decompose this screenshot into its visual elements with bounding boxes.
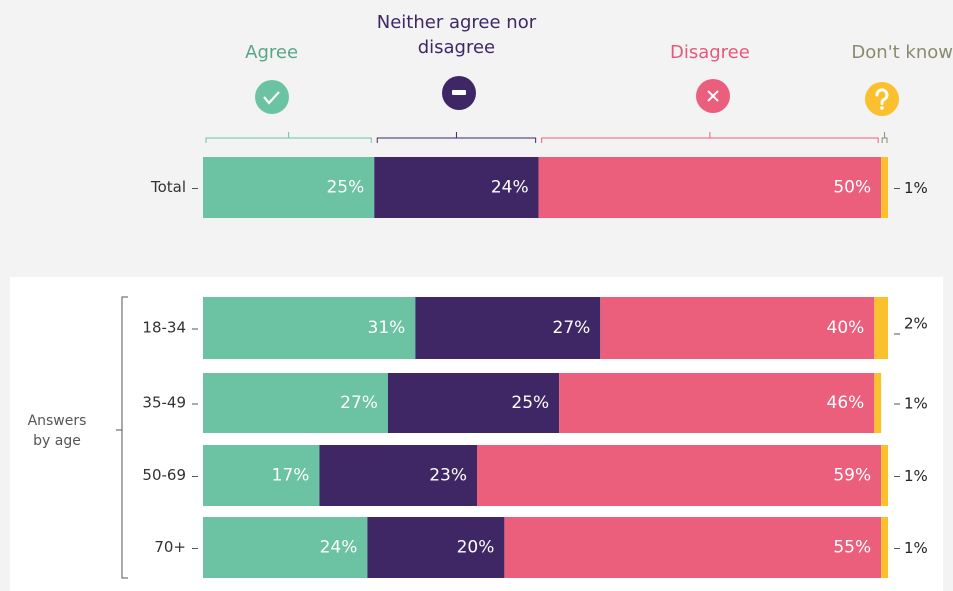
value-label: 59% [833, 466, 871, 486]
value-label: 2% [904, 315, 928, 333]
category-label: Total [150, 178, 186, 196]
bar-segment [203, 157, 375, 218]
bar-segment [374, 157, 539, 218]
bar-segment [881, 157, 888, 218]
value-label: 27% [553, 318, 591, 338]
value-label: 55% [833, 538, 871, 558]
value-label: 1% [904, 395, 928, 413]
value-label: 25% [326, 178, 364, 198]
series-header: Don't know [851, 42, 953, 63]
icon-dont-know [865, 82, 899, 116]
bar-segment [881, 517, 888, 578]
value-label: 1% [904, 179, 928, 197]
value-label: 24% [320, 538, 358, 558]
value-label: 50% [833, 178, 871, 198]
bar-segment [367, 517, 505, 578]
series-header: Neither agree nor disagree [376, 12, 537, 58]
bar-segment [504, 517, 882, 578]
bar-segment [881, 445, 888, 506]
value-label: 1% [904, 467, 928, 485]
icon-agree [255, 80, 289, 114]
category-label: 50-69 [142, 466, 186, 484]
value-label: 40% [827, 318, 865, 338]
icon-neither [442, 76, 476, 110]
value-label: 24% [491, 178, 529, 198]
header-bracket [881, 132, 888, 143]
category-label: 70+ [154, 538, 186, 556]
bar-segment [874, 373, 882, 433]
icon-disagree [696, 79, 730, 113]
bar-segment [477, 445, 882, 506]
value-label: 31% [368, 318, 406, 338]
bar-segment [203, 373, 388, 433]
value-label: 17% [272, 466, 310, 486]
bar-segment [203, 517, 368, 578]
series-header: Disagree [669, 42, 750, 63]
category-label: 35-49 [142, 394, 186, 412]
age-bracket [116, 296, 128, 579]
bar-segment [319, 445, 477, 506]
header-bracket [376, 132, 537, 143]
header-bracket [541, 132, 879, 143]
bar-segment [415, 297, 601, 359]
bar-segment [874, 297, 888, 359]
value-label: 27% [340, 393, 378, 413]
bar-segment [203, 297, 416, 359]
value-label: 1% [904, 539, 928, 557]
group-label: Answers by age [28, 413, 87, 449]
bar-segment [203, 445, 320, 506]
bar-segment [538, 157, 882, 218]
bar-segment [600, 297, 875, 359]
bar-segment [559, 373, 875, 433]
series-header: Agree [245, 42, 299, 63]
value-label: 25% [511, 393, 549, 413]
bar-segment [387, 373, 560, 433]
value-label: 20% [457, 538, 495, 558]
value-label: 46% [827, 393, 865, 413]
header-bracket [205, 132, 372, 143]
value-label: 23% [429, 466, 467, 486]
category-label: 18-34 [142, 319, 186, 337]
